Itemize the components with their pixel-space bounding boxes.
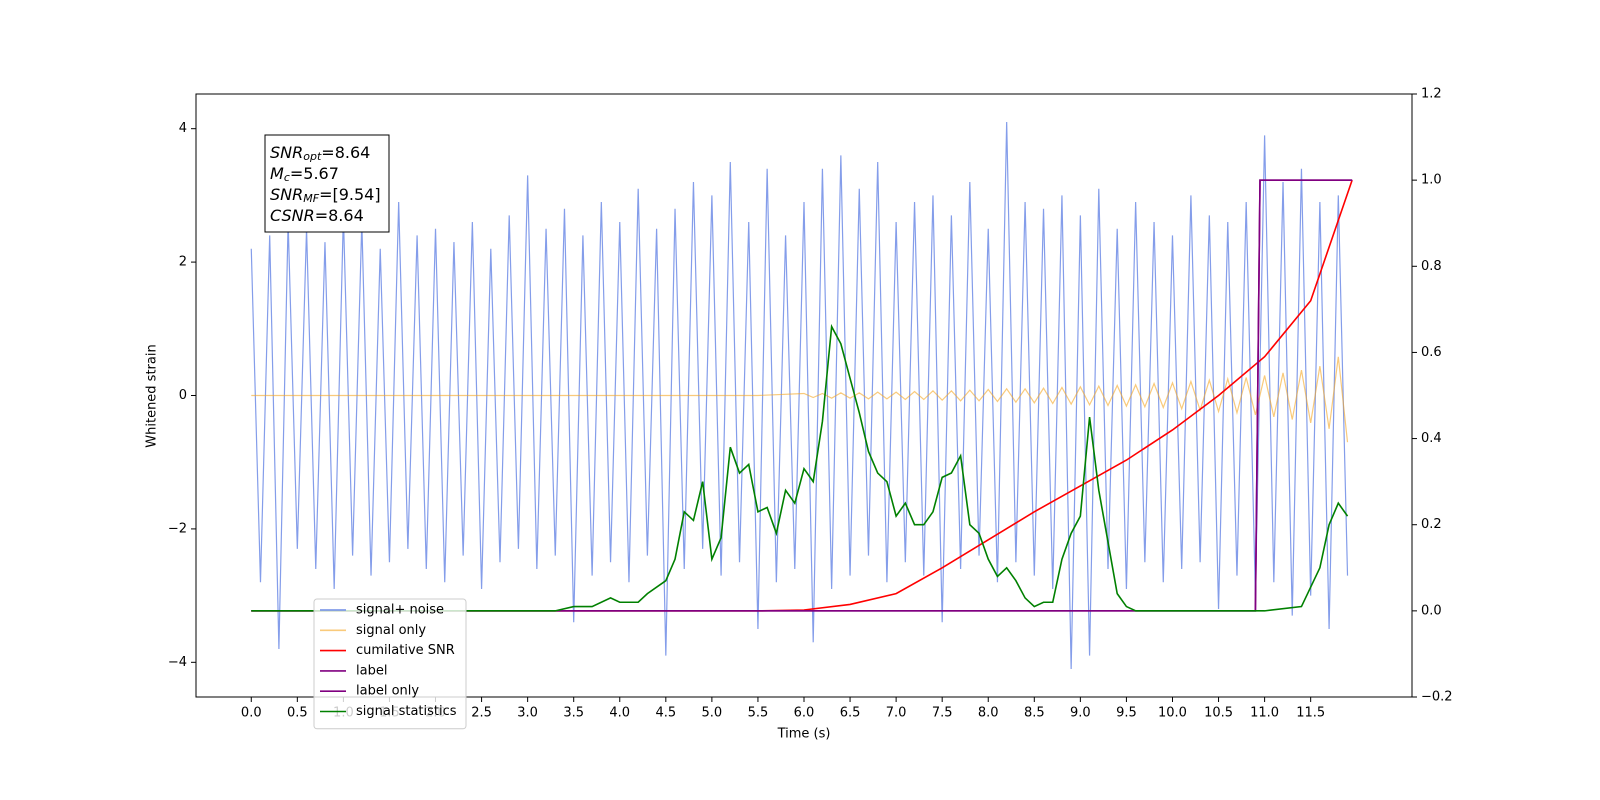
y-tick-label: 2 xyxy=(179,255,187,270)
legend-label: signal statistics xyxy=(356,704,457,719)
x-tick-label: 5.0 xyxy=(702,706,723,721)
x-tick-label: 5.5 xyxy=(748,706,769,721)
annotation-value: =[9.54] xyxy=(319,185,381,204)
annotation: Mc=5.67 xyxy=(270,164,339,185)
x-tick-label: 3.0 xyxy=(517,706,538,721)
annotation-symbol: SNR xyxy=(270,185,303,204)
annotation-subscript: MF xyxy=(303,192,319,205)
y2-tick-label: 0.2 xyxy=(1421,517,1442,532)
x-tick-label: 11.5 xyxy=(1296,706,1325,721)
legend-label: label xyxy=(356,663,387,678)
series-line xyxy=(251,179,1353,612)
x-tick-label: 10.5 xyxy=(1204,706,1233,721)
y2-tick-label: 1.2 xyxy=(1421,87,1442,102)
y-tick-label: −2 xyxy=(168,521,187,536)
x-tick-label: 0.0 xyxy=(241,706,262,721)
x-tick-label: 0.5 xyxy=(287,706,308,721)
x-tick-label: 11.0 xyxy=(1250,706,1279,721)
legend-label: label only xyxy=(356,684,419,699)
annotation-symbol: CSNR xyxy=(270,206,315,225)
annotation-value: =8.64 xyxy=(315,206,364,225)
annotation-box xyxy=(264,134,390,233)
y2-tick-label: 0.4 xyxy=(1421,431,1442,446)
x-tick-label: 7.0 xyxy=(886,706,907,721)
annotation-subscript: c xyxy=(284,171,290,184)
series-line xyxy=(251,356,1349,443)
x-tick-label: 8.0 xyxy=(978,706,999,721)
x-tick-label: 8.5 xyxy=(1024,706,1045,721)
x-tick-label: 6.5 xyxy=(840,706,861,721)
y2-tick-label: 0.0 xyxy=(1421,603,1442,618)
legend-label: signal+ noise xyxy=(356,603,444,618)
annotation-subscript: opt xyxy=(303,150,322,163)
y-tick-label: 0 xyxy=(179,388,187,403)
x-tick-label: 2.5 xyxy=(471,706,492,721)
annotation: SNRMF=[9.54] xyxy=(270,185,381,206)
legend-label: signal only xyxy=(356,623,426,638)
plot-frame xyxy=(195,93,1413,698)
x-axis-label: Time (s) xyxy=(777,727,831,742)
y2-tick-label: 0.8 xyxy=(1421,259,1442,274)
y-tick-label: 4 xyxy=(179,121,187,136)
annotation-value: =5.67 xyxy=(290,164,339,183)
series-line xyxy=(250,122,1349,669)
x-tick-label: 9.0 xyxy=(1070,706,1091,721)
legend-box xyxy=(313,598,467,730)
x-tick-label: 4.5 xyxy=(655,706,676,721)
x-tick-label: 6.0 xyxy=(794,706,815,721)
series-line xyxy=(251,179,1353,612)
annotation: CSNR=8.64 xyxy=(270,206,364,225)
legend-label: cumilative SNR xyxy=(356,643,455,658)
annotation-value: =8.64 xyxy=(321,143,370,162)
x-tick-label: 4.0 xyxy=(609,706,630,721)
x-tick-label: 7.5 xyxy=(932,706,953,721)
x-tick-label: 3.5 xyxy=(563,706,584,721)
x-tick-label: 10.0 xyxy=(1158,706,1187,721)
series-line xyxy=(251,323,1349,612)
y2-tick-label: 0.6 xyxy=(1421,345,1442,360)
y2-tick-label: 1.0 xyxy=(1421,173,1442,188)
x-tick-label: 9.5 xyxy=(1116,706,1137,721)
y-axis-label: Whitened strain xyxy=(145,344,160,447)
y2-tick-label: −0.2 xyxy=(1421,690,1453,705)
y-tick-label: −4 xyxy=(168,655,187,670)
annotation: SNRopt=8.64 xyxy=(270,143,370,164)
annotation-symbol: SNR xyxy=(270,143,303,162)
annotation-symbol: M xyxy=(270,164,284,183)
